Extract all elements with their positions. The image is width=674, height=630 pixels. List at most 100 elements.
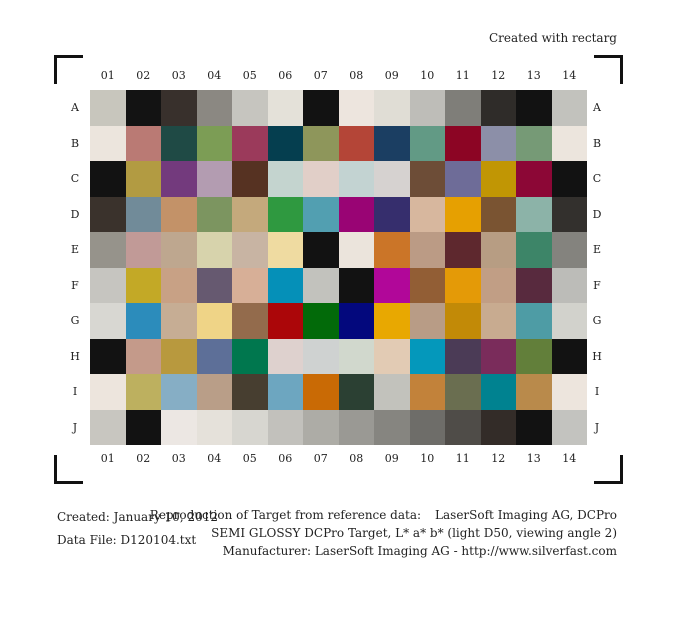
manufacturer-line: Manufacturer: LaserSoft Imaging AG - htt… [222,544,617,558]
patch-c02 [125,161,161,197]
row-label-right-g: G [592,314,602,327]
patch-a07 [303,90,339,126]
patch-f12 [480,267,516,303]
patch-c06 [267,161,303,197]
column-labels-bottom: 01 02 03 04 05 06 07 08 09 10 11 12 13 14 [90,452,587,466]
row-label-right-e: E [592,243,602,256]
patch-j02 [125,409,161,445]
column-labels-top: 01 02 03 04 05 06 07 08 09 10 11 12 13 14 [90,69,587,83]
patch-i08 [338,374,374,410]
patch-i14 [551,374,587,410]
patch-e09 [374,232,410,268]
row-label-right-c: C [592,172,602,185]
patch-g12 [480,303,516,339]
row-label-left-f: F [71,278,79,292]
patch-a01 [90,90,126,126]
patch-c05 [232,161,268,197]
patch-a05 [232,90,268,126]
patch-b01 [90,125,126,161]
patch-e01 [90,232,126,268]
patch-g08 [338,303,374,339]
patch-g11 [445,303,481,339]
patch-f06 [267,267,303,303]
patch-e14 [551,232,587,268]
row-label-left-c: C [70,172,80,185]
patch-e03 [161,232,197,268]
row-label-right-h: H [592,349,602,363]
patch-j04 [196,409,232,445]
patch-i05 [232,374,268,410]
patch-f04 [196,267,232,303]
patch-d02 [125,196,161,232]
column-label-bottom-14: 14 [562,452,577,465]
patch-j08 [338,409,374,445]
patch-i11 [445,374,481,410]
patch-h01 [90,338,126,374]
patch-f08 [338,267,374,303]
patch-i09 [374,374,410,410]
patch-b09 [374,125,410,161]
patch-b07 [303,125,339,161]
patch-d05 [232,196,268,232]
patch-a09 [374,90,410,126]
patch-j10 [409,409,445,445]
patch-f09 [374,267,410,303]
patch-h11 [445,338,481,374]
patch-h12 [480,338,516,374]
reproduction-line: Reproduction of Target from reference da… [150,506,617,524]
patch-j11 [445,409,481,445]
patch-d07 [303,196,339,232]
patch-f10 [409,267,445,303]
patch-i06 [267,374,303,410]
column-label-bottom-02: 02 [136,452,151,465]
patch-g13 [516,303,552,339]
patch-c01 [90,161,126,197]
patch-g03 [161,303,197,339]
patch-i07 [303,374,339,410]
patch-h02 [125,338,161,374]
column-label-top-03: 03 [171,69,186,82]
row-label-right-i: I [594,385,600,398]
column-label-top-09: 09 [384,69,399,82]
patch-g14 [551,303,587,339]
patch-e05 [232,232,268,268]
patch-a11 [445,90,481,126]
column-label-bottom-07: 07 [313,452,328,465]
column-label-bottom-12: 12 [491,452,506,465]
reproduction-value: LaserSoft Imaging AG, DCPro [435,508,617,522]
patch-a08 [338,90,374,126]
column-label-top-04: 04 [207,69,222,82]
patch-a02 [125,90,161,126]
footer-left: Created: January 10, 2012 Data File: D12… [57,506,218,552]
row-label-left-a: A [71,101,79,114]
patch-h08 [338,338,374,374]
patch-g09 [374,303,410,339]
patch-a04 [196,90,232,126]
patch-f14 [551,267,587,303]
column-label-top-02: 02 [136,69,151,82]
row-label-left-d: D [70,207,80,221]
patch-b05 [232,125,268,161]
patch-e10 [409,232,445,268]
row-label-right-a: A [593,101,601,114]
patch-b11 [445,125,481,161]
patch-c12 [480,161,516,197]
corner-mark-bottom-right [594,455,623,484]
patch-b03 [161,125,197,161]
patch-j12 [480,409,516,445]
column-label-top-14: 14 [562,69,577,82]
column-label-bottom-06: 06 [278,452,293,465]
row-label-left-j: J [72,420,78,434]
patch-a10 [409,90,445,126]
patch-a14 [551,90,587,126]
patch-b14 [551,125,587,161]
patch-i02 [125,374,161,410]
patch-b06 [267,125,303,161]
patch-h07 [303,338,339,374]
column-label-top-08: 08 [349,69,364,82]
column-label-top-07: 07 [313,69,328,82]
patch-h10 [409,338,445,374]
patch-e12 [480,232,516,268]
patch-g10 [409,303,445,339]
